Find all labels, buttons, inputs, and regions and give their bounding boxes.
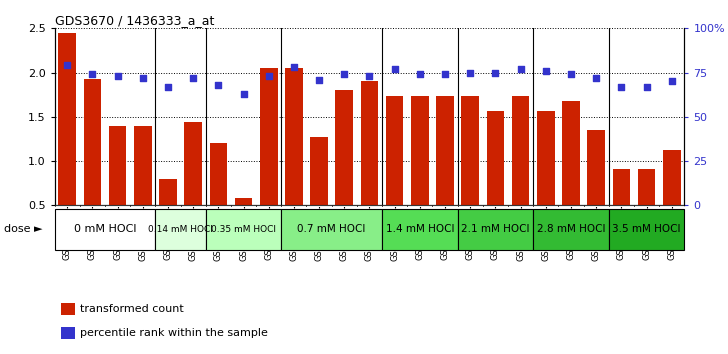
Bar [382, 205, 407, 207]
Point [666, 79, 678, 84]
Point [439, 72, 451, 77]
Text: 1.4 mM HOCl: 1.4 mM HOCl [386, 224, 454, 234]
Point [515, 66, 526, 72]
Bar [537, 110, 555, 205]
Bar [634, 205, 659, 207]
Bar [332, 205, 357, 207]
Point [263, 73, 274, 79]
Bar [234, 198, 253, 205]
Bar [181, 205, 206, 207]
Bar [210, 143, 227, 205]
Bar [357, 205, 382, 207]
Text: 0.14 mM HOCl: 0.14 mM HOCl [148, 225, 213, 234]
Bar [159, 179, 177, 205]
Bar [80, 205, 105, 207]
Bar [84, 79, 101, 205]
Bar [411, 97, 429, 205]
Point [213, 82, 224, 88]
Bar [612, 169, 630, 205]
Bar [386, 97, 403, 205]
Bar [462, 97, 479, 205]
Bar [407, 205, 432, 207]
Bar [458, 205, 483, 207]
Point [590, 75, 602, 81]
Bar [310, 137, 328, 205]
Bar [108, 126, 127, 205]
Bar [508, 205, 533, 207]
Bar [360, 81, 379, 205]
Bar [609, 209, 684, 250]
Point [363, 73, 376, 79]
Point [540, 68, 552, 74]
Bar [155, 209, 206, 250]
Point [162, 84, 174, 90]
Point [313, 77, 325, 82]
Point [616, 84, 628, 90]
Bar [533, 209, 609, 250]
Text: 2.8 mM HOCl: 2.8 mM HOCl [537, 224, 605, 234]
Bar [281, 209, 382, 250]
Point [389, 66, 400, 72]
Bar [256, 205, 281, 207]
Point [464, 70, 476, 75]
Text: 2.1 mM HOCl: 2.1 mM HOCl [461, 224, 530, 234]
Point [187, 75, 199, 81]
Bar [562, 101, 579, 205]
Bar [336, 90, 353, 205]
Bar [55, 205, 80, 207]
Bar [260, 68, 277, 205]
Bar [231, 205, 256, 207]
Point [565, 72, 577, 77]
Bar [458, 209, 533, 250]
Point [61, 63, 73, 68]
Bar [55, 209, 155, 250]
Bar [609, 205, 634, 207]
Point [641, 84, 652, 90]
Text: GDS3670 / 1436333_a_at: GDS3670 / 1436333_a_at [55, 14, 214, 27]
Bar [206, 209, 281, 250]
Bar [155, 205, 181, 207]
Bar [206, 205, 231, 207]
Text: 3.5 mM HOCl: 3.5 mM HOCl [612, 224, 681, 234]
Point [112, 73, 124, 79]
Text: 0.35 mM HOCl: 0.35 mM HOCl [211, 225, 276, 234]
Bar [105, 205, 130, 207]
Point [237, 91, 249, 97]
Bar [638, 169, 655, 205]
Bar [558, 205, 584, 207]
Bar [61, 327, 75, 339]
Bar [382, 209, 458, 250]
Bar [306, 205, 332, 207]
Bar [663, 150, 681, 205]
Bar [584, 205, 609, 207]
Point [288, 64, 300, 70]
Bar [512, 97, 529, 205]
Bar [533, 205, 558, 207]
Text: 0.7 mM HOCl: 0.7 mM HOCl [298, 224, 366, 234]
Bar [58, 33, 76, 205]
Text: dose ►: dose ► [4, 224, 42, 234]
Bar [432, 205, 458, 207]
Bar [659, 205, 684, 207]
Bar [483, 205, 508, 207]
Bar [130, 205, 155, 207]
Bar [587, 130, 605, 205]
Text: 0 mM HOCl: 0 mM HOCl [74, 224, 136, 234]
Text: percentile rank within the sample: percentile rank within the sample [80, 328, 268, 338]
Point [339, 72, 350, 77]
Bar [486, 110, 505, 205]
Text: transformed count: transformed count [80, 304, 183, 314]
Bar [285, 68, 303, 205]
Bar [281, 205, 306, 207]
Point [87, 72, 98, 77]
Point [137, 75, 149, 81]
Bar [134, 126, 151, 205]
Bar [61, 303, 75, 315]
Bar [184, 122, 202, 205]
Bar [436, 97, 454, 205]
Point [414, 72, 426, 77]
Point [489, 70, 501, 75]
